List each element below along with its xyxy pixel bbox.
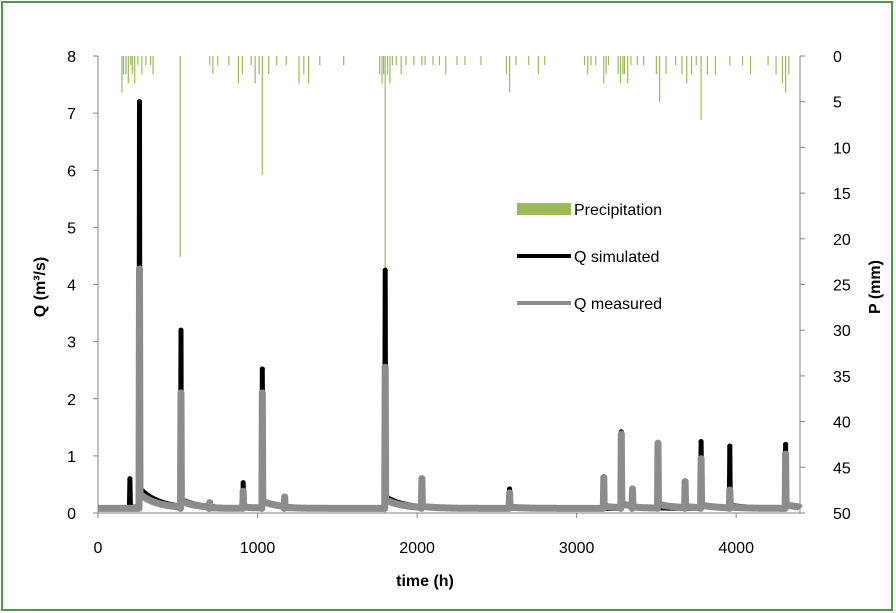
q-measured-peak-point (600, 474, 608, 482)
y-left-tick-label: 0 (67, 506, 76, 523)
y-left-tick-label: 2 (67, 392, 76, 409)
y-right-tick-label: 10 (833, 140, 851, 157)
x-axis-label: time (h) (396, 573, 454, 590)
q-simulated-peak-point (727, 443, 733, 449)
q-simulated-peak-point (178, 327, 184, 333)
y-right-axis-label: P (mm) (867, 260, 884, 314)
y-left-tick-label: 5 (67, 220, 76, 237)
y-right-tick-label: 40 (833, 415, 851, 432)
y-left-tick-label: 6 (67, 163, 76, 180)
q-measured-peak-point (135, 265, 143, 273)
y-right-tick-label: 45 (833, 460, 851, 477)
q-simulated-peak-point (783, 441, 789, 447)
y-right-axis-ticks: 0 5 10 15 20 25 30 35 40 45 50 (800, 49, 851, 523)
legend-label-measured: Q measured (574, 296, 662, 313)
q-simulated-peak-point (127, 476, 133, 482)
y-left-tick-label: 8 (67, 49, 76, 66)
y-left-tick-label: 4 (67, 278, 76, 295)
x-tick-label: 1000 (240, 540, 276, 557)
q-measured-peak-point (281, 493, 289, 501)
y-left-axis-ticks: 0 1 2 3 4 5 6 7 8 (67, 49, 98, 523)
q-measured-peak-point (206, 499, 214, 507)
y-right-tick-label: 5 (833, 95, 842, 112)
q-measured-peak-point (654, 439, 662, 447)
y-right-tick-label: 15 (833, 186, 851, 203)
q-measured-peak-point (726, 486, 734, 494)
q-simulated-peak-point (382, 267, 388, 273)
x-tick-label: 3000 (559, 540, 595, 557)
q-simulated-series (98, 99, 802, 511)
legend-swatch-precipitation (517, 203, 571, 215)
q-measured-peak-point (697, 455, 705, 463)
legend-label-simulated: Q simulated (574, 249, 659, 266)
q-simulated-peak-point (136, 99, 142, 105)
y-right-tick-label: 50 (833, 506, 851, 523)
y-right-tick-label: 0 (833, 49, 842, 66)
q-measured-peak-point (258, 389, 266, 397)
y-right-tick-label: 25 (833, 278, 851, 295)
y-right-tick-label: 20 (833, 232, 851, 249)
axes (97, 56, 801, 514)
x-tick-label: 2000 (399, 540, 435, 557)
q-simulated-peak-point (259, 366, 265, 372)
precipitation-series (121, 56, 790, 513)
x-tick-label: 0 (94, 540, 103, 557)
legend: Precipitation Q simulated Q measured (517, 202, 662, 313)
y-left-axis-label: Q (m³/s) (32, 257, 49, 317)
y-left-tick-label: 3 (67, 335, 76, 352)
q-simulated-peak-point (698, 439, 704, 445)
q-measured-series (98, 265, 803, 512)
x-axis-ticks: 0 1000 2000 3000 4000 (94, 513, 754, 557)
y-right-tick-label: 35 (833, 369, 851, 386)
legend-label-precipitation: Precipitation (574, 202, 662, 219)
q-measured-peak-point (506, 489, 514, 497)
q-measured-peak-point (617, 430, 625, 438)
y-left-tick-label: 1 (67, 449, 76, 466)
q-measured-line (98, 265, 803, 512)
q-measured-peak-point (628, 485, 636, 493)
q-simulated-line (98, 99, 802, 511)
x-tick-label: 4000 (718, 540, 754, 557)
q-measured-peak-point (239, 487, 247, 495)
q-simulated-peak-point (240, 480, 246, 486)
q-measured-peak-point (782, 450, 790, 458)
q-measured-peak-point (381, 363, 389, 371)
q-measured-peak-point (177, 389, 185, 397)
q-measured-peak-point (681, 478, 689, 486)
y-left-tick-label: 7 (67, 106, 76, 123)
q-measured-peak-point (418, 475, 426, 483)
y-right-tick-label: 30 (833, 323, 851, 340)
